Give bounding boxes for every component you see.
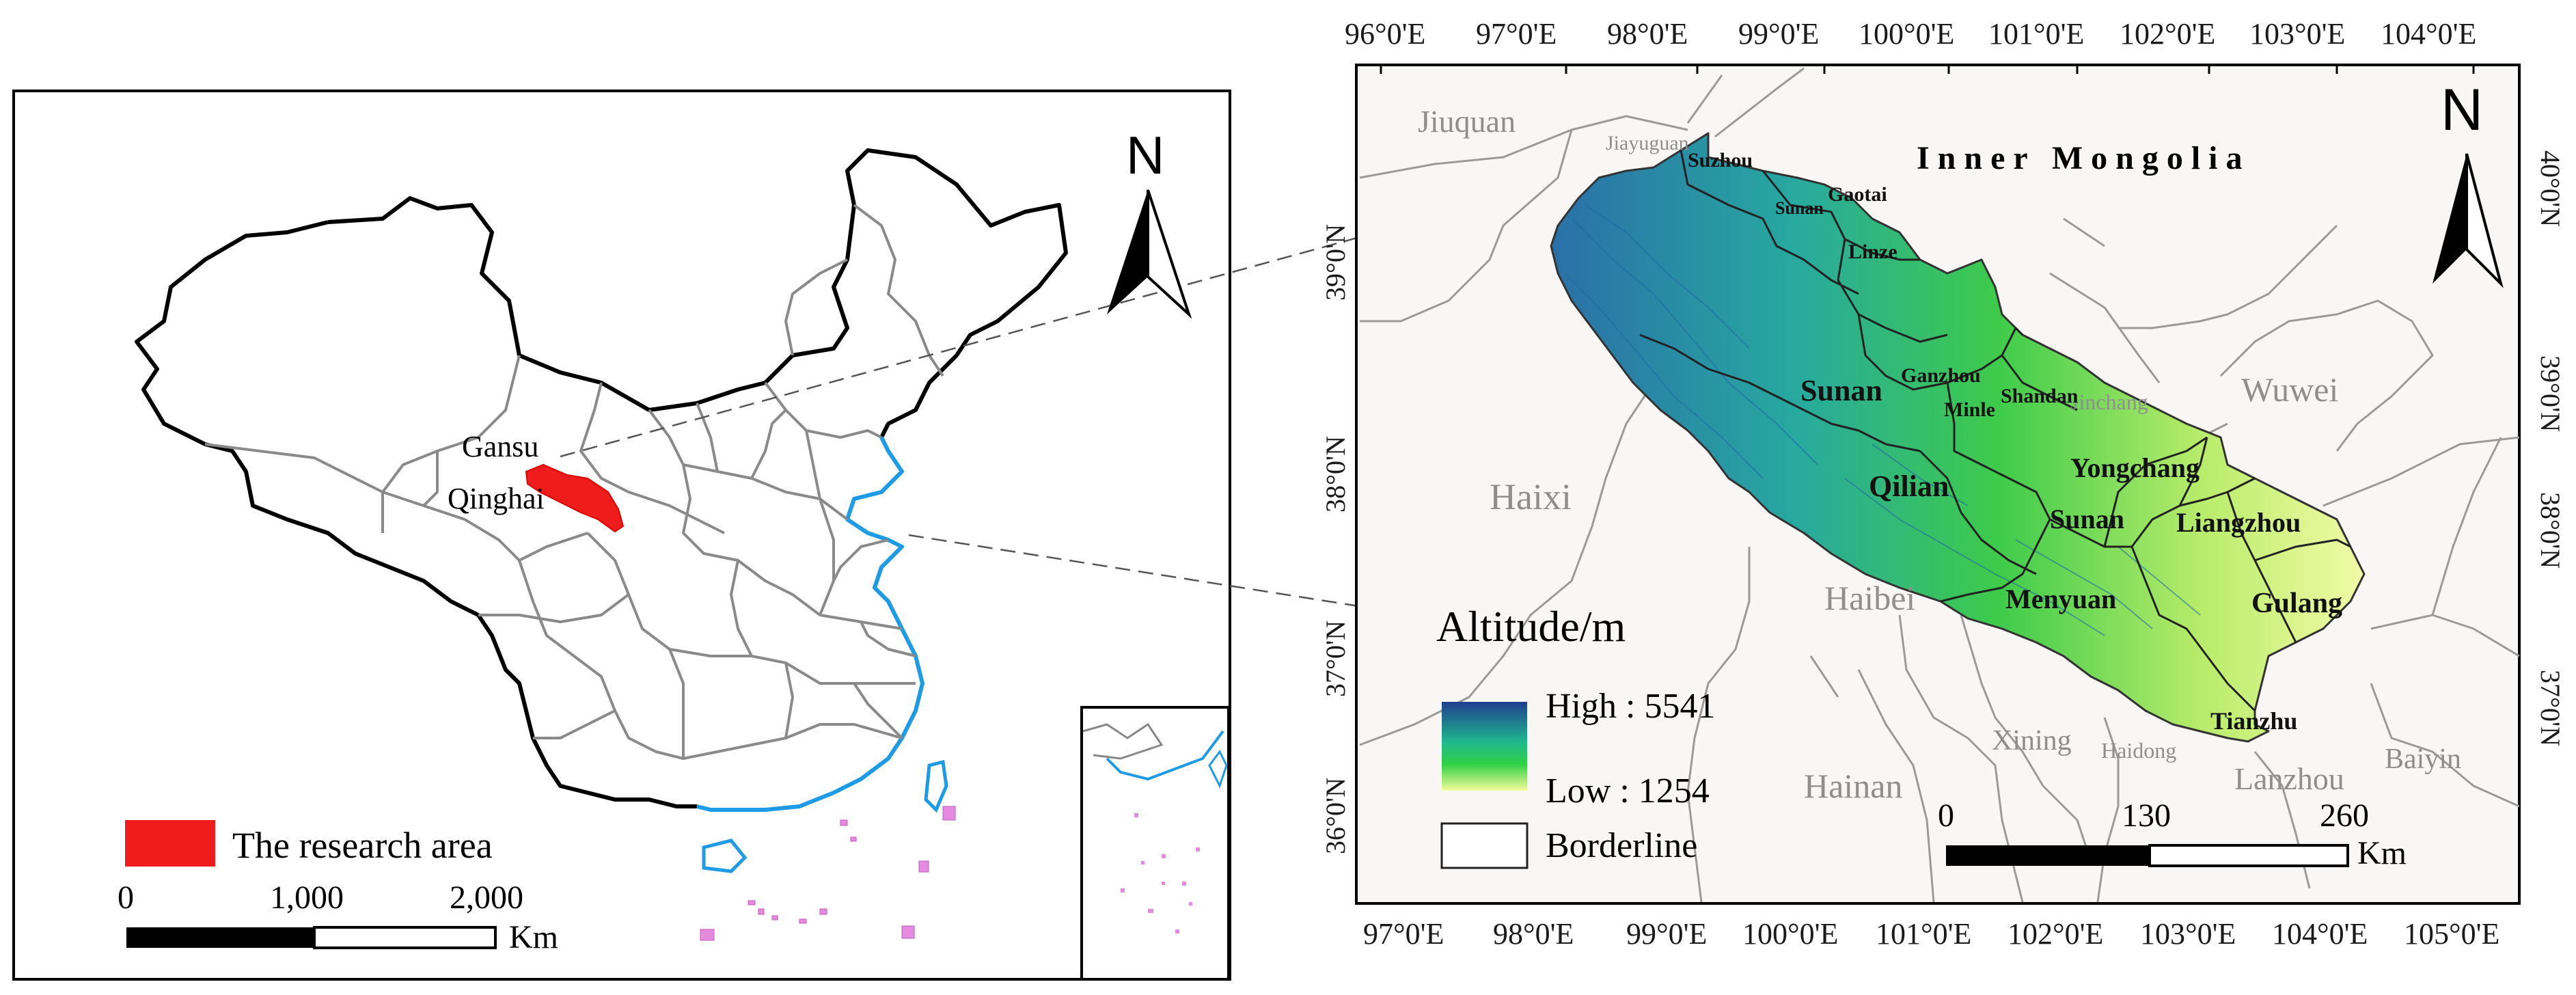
lat-left-2: 37°0'N <box>1320 620 1351 697</box>
label-lanzhou: Lanzhou <box>2234 761 2344 796</box>
lon-bot-0: 97°0'E <box>1363 917 1444 951</box>
left-scale-tick-0: 0 <box>118 880 134 916</box>
label-haixi: Haixi <box>1490 476 1572 517</box>
county-yongchang: Yongchang <box>2070 452 2200 483</box>
lon-top-3: 99°0'E <box>1738 17 1820 51</box>
county-linze: Linze <box>1848 241 1897 263</box>
lat-right-2: 38°0'N <box>2535 492 2566 569</box>
china-outline-west <box>135 220 697 808</box>
lon-bot-8: 105°0'E <box>2404 917 2500 951</box>
label-jiayuguan: Jiayuguan <box>1606 132 1689 154</box>
region-label-gansu: Gansu <box>462 430 539 463</box>
label-haidong: Haidong <box>2101 738 2177 763</box>
lon-bot-3: 100°0'E <box>1742 917 1839 951</box>
lon-top-4: 100°0'E <box>1859 17 1955 51</box>
county-ganzhou: Ganzhou <box>1901 364 1981 387</box>
legend-title: Altitude/m <box>1436 602 1626 651</box>
dem-texture <box>1564 204 2201 636</box>
left-scale-tick-2: 2,000 <box>450 880 523 916</box>
south-sea-islands <box>700 806 956 941</box>
label-inner-mongolia: I n n e r M o n g o l i a <box>1917 140 2243 176</box>
study-area-dem <box>1550 132 2366 743</box>
county-qilian: Qilian <box>1869 469 1949 503</box>
region-label-qinghai: Qinghai <box>448 482 545 515</box>
county-gulang: Gulang <box>2251 588 2343 619</box>
inset-content <box>1082 722 1228 933</box>
label-haibei: Haibei <box>1824 579 1916 617</box>
lat-left-0: 39°0'N <box>1320 223 1351 301</box>
right-scale-tick-2: 260 <box>2320 798 2369 834</box>
label-jiuquan: Jiuquan <box>1418 104 1516 139</box>
lon-bot-2: 99°0'E <box>1626 917 1708 951</box>
lon-bot-7: 104°0'E <box>2272 917 2368 951</box>
right-north-label: N <box>2441 77 2484 143</box>
label-xining: Xining <box>1992 725 2072 757</box>
taiwan-island <box>924 759 948 813</box>
lon-top-7: 103°0'E <box>2249 17 2346 51</box>
right-frame-ticks <box>1380 65 2475 74</box>
left-scale-tick-1: 1,000 <box>270 880 344 916</box>
county-borders <box>1639 150 2351 712</box>
right-scale-bar <box>1946 844 2349 867</box>
lon-bot-4: 101°0'E <box>1876 917 1972 951</box>
label-hainan: Hainan <box>1804 767 1903 805</box>
county-minle: Minle <box>1944 398 1995 421</box>
lon-bot-6: 103°0'E <box>2140 917 2236 951</box>
legend-research-area-label: The research area <box>232 825 493 866</box>
lon-top-0: 96°0'E <box>1345 17 1426 51</box>
county-sunan-big: Sunan <box>1800 374 1882 407</box>
lon-top-6: 102°0'E <box>2120 17 2216 51</box>
right-scale-tick-1: 130 <box>2122 798 2171 834</box>
county-liangzhou: Liangzhou <box>2176 507 2301 538</box>
legend-borderline: Borderline <box>1546 826 1698 865</box>
legend-low: Low : 1254 <box>1546 772 1710 810</box>
label-jinchang: Jinchang <box>2070 390 2148 414</box>
left-scale-bar <box>126 926 497 949</box>
lat-right-3: 37°0'N <box>2535 670 2566 747</box>
left-map-frame <box>12 90 1231 981</box>
inset-frame <box>1080 706 1230 981</box>
research-area-swatch <box>125 820 215 867</box>
left-north-label: N <box>1126 125 1165 185</box>
lat-left-3: 36°0'N <box>1320 777 1351 854</box>
hainan-island <box>702 839 748 873</box>
research-area-shape <box>525 463 625 533</box>
county-menyuan: Menyuan <box>2005 584 2117 614</box>
county-suzhou: Suzhou <box>1688 149 1753 172</box>
label-wuwei: Wuwei <box>2241 370 2339 409</box>
lon-bot-1: 98°0'E <box>1493 917 1574 951</box>
county-shandan: Shandan <box>2001 385 2079 407</box>
lat-right-1: 39°0'N <box>2535 355 2566 433</box>
county-sunan-mid: Sunan <box>2050 504 2124 534</box>
right-scale-tick-0: 0 <box>1938 798 1954 834</box>
left-scale-unit: Km <box>509 919 558 955</box>
right-scale-unit: Km <box>2357 835 2407 871</box>
lon-top-1: 97°0'E <box>1476 17 1557 51</box>
left-north-arrow <box>1107 189 1192 319</box>
right-north-arrow <box>2433 153 2504 288</box>
borderline-legend-box <box>1440 822 1529 869</box>
lat-left-1: 38°0'N <box>1320 435 1351 513</box>
county-sunan-small: Sunan <box>1775 198 1824 218</box>
lon-top-2: 98°0'E <box>1607 17 1688 51</box>
lon-top-8: 104°0'E <box>2381 17 2477 51</box>
altitude-legend-ramp <box>1442 702 1527 791</box>
china-outline <box>327 148 1068 439</box>
lon-bot-5: 102°0'E <box>2008 917 2104 951</box>
legend-high: High : 5541 <box>1546 687 1716 726</box>
county-tianzhu: Tianzhu <box>2210 707 2298 735</box>
county-gaotai: Gaotai <box>1828 183 1887 206</box>
label-baiyin: Baiyin <box>2385 744 2461 775</box>
lon-top-5: 101°0'E <box>1988 17 2085 51</box>
lat-right-0: 40°0'N <box>2535 150 2566 228</box>
